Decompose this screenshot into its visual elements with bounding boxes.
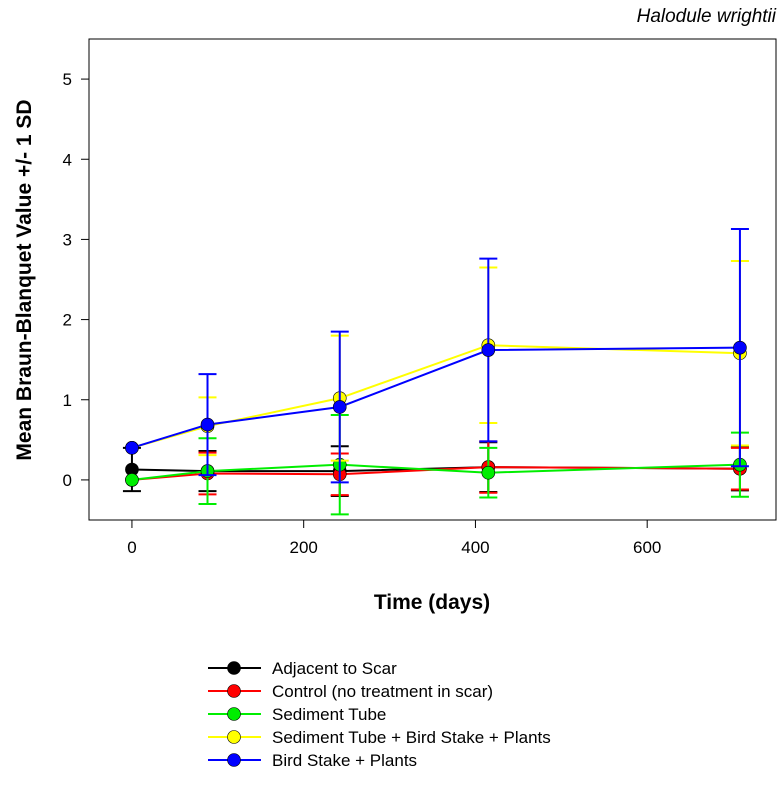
- y-tick-label-4: 4: [63, 150, 72, 169]
- series-line-3: [131, 344, 740, 449]
- legend: Adjacent to Scar Control (no treatment in…: [208, 659, 551, 770]
- x-tick-label-1: 200: [290, 538, 318, 557]
- data-point-4-0: [125, 441, 139, 455]
- legend-label-4: Bird Stake + Plants: [272, 751, 417, 770]
- data-point-4-1: [200, 417, 215, 432]
- data-point-4-4: [733, 340, 747, 355]
- legend-label-3: Sediment Tube + Bird Stake + Plants: [272, 728, 551, 747]
- legend-marker-3: [227, 730, 241, 744]
- series-layer: [122, 227, 749, 516]
- y-axis: 0 1 2 3 4 5: [63, 70, 89, 490]
- data-point-4-2: [332, 400, 347, 414]
- y-tick-label-1: 1: [63, 391, 72, 410]
- y-tick-label-5: 5: [63, 70, 72, 89]
- chart-title: Halodule wrightii: [637, 6, 777, 27]
- x-tick-label-2: 400: [461, 538, 489, 557]
- series-2: [125, 413, 749, 516]
- x-tick-label-0: 0: [127, 538, 136, 557]
- data-point-4-3: [481, 343, 496, 357]
- y-tick-label-0: 0: [63, 471, 72, 490]
- x-axis: 0 200 400 600: [127, 520, 661, 557]
- legend-marker-1: [227, 684, 241, 698]
- legend-label-0: Adjacent to Scar: [272, 659, 397, 678]
- plot-frame: [88, 38, 777, 521]
- legend-label-2: Sediment Tube: [272, 705, 386, 724]
- legend-marker-2: [227, 707, 241, 721]
- series-line-2: [131, 463, 740, 481]
- legend-marker-0: [227, 661, 241, 675]
- series-3: [125, 260, 749, 462]
- series-line-4: [131, 346, 740, 449]
- series-4: [125, 227, 749, 484]
- legend-label-1: Control (no treatment in scar): [272, 682, 493, 701]
- data-point-2-3: [481, 465, 496, 480]
- legend-marker-4: [227, 753, 241, 767]
- x-tick-label-3: 600: [633, 538, 661, 557]
- y-tick-label-3: 3: [63, 230, 72, 249]
- y-axis-title: Mean Braun-Blanquet Value +/- 1 SD: [13, 99, 36, 460]
- data-point-2-0: [125, 473, 139, 487]
- x-axis-title: Time (days): [374, 591, 490, 614]
- y-tick-label-2: 2: [63, 311, 72, 330]
